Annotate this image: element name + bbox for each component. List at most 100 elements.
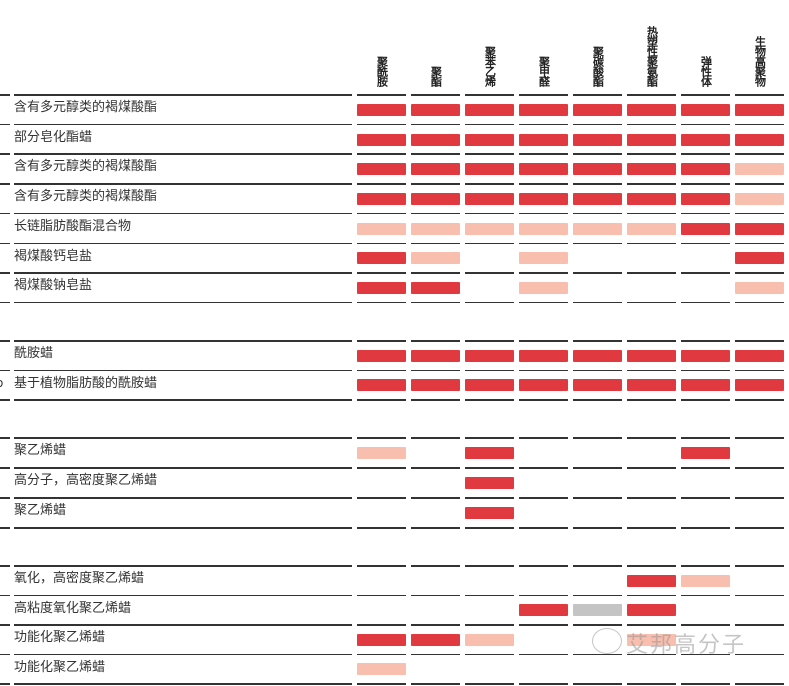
compatibility-bar-low bbox=[465, 222, 514, 235]
compatibility-bar-high bbox=[465, 163, 514, 176]
row-divider bbox=[411, 497, 460, 499]
compatibility-bar-high bbox=[573, 349, 622, 362]
row-divider bbox=[465, 653, 514, 655]
row-divider bbox=[627, 153, 676, 155]
row-divider bbox=[573, 242, 622, 244]
compatibility-bar-high bbox=[519, 604, 568, 617]
compatibility-bar-high bbox=[681, 103, 730, 116]
row-divider bbox=[14, 565, 352, 567]
edge-divider bbox=[0, 301, 10, 304]
row-divider bbox=[627, 123, 676, 126]
row-divider bbox=[627, 242, 676, 244]
edge-divider bbox=[0, 153, 10, 155]
row-divider bbox=[735, 183, 784, 185]
row-divider bbox=[519, 242, 568, 244]
row-divider bbox=[735, 527, 784, 529]
row-divider bbox=[357, 624, 406, 626]
row-divider bbox=[465, 340, 514, 342]
row-divider bbox=[627, 301, 676, 304]
row-divider bbox=[357, 369, 406, 371]
row-divider bbox=[681, 399, 730, 401]
compatibility-bar-low bbox=[519, 252, 568, 265]
row-divider bbox=[627, 369, 676, 371]
edge-divider bbox=[0, 497, 10, 499]
column-header-label: 聚碳酸酯 bbox=[591, 46, 605, 86]
compatibility-bar-high bbox=[357, 633, 406, 646]
row-divider bbox=[681, 683, 730, 685]
column-header: 聚酰胺 bbox=[357, 0, 406, 86]
row-divider bbox=[465, 153, 514, 155]
row-divider bbox=[681, 272, 730, 274]
compatibility-bar-high bbox=[411, 133, 460, 146]
row-divider bbox=[357, 212, 406, 215]
row-divider bbox=[573, 527, 622, 529]
row-divider bbox=[519, 212, 568, 215]
compatibility-bar-high bbox=[519, 163, 568, 176]
row-divider bbox=[627, 683, 676, 685]
compatibility-bar-high bbox=[411, 349, 460, 362]
compatibility-bar-high bbox=[627, 103, 676, 116]
compatibility-bar-low bbox=[357, 222, 406, 235]
row-divider bbox=[411, 94, 460, 96]
row-divider bbox=[14, 624, 352, 626]
row-divider bbox=[681, 565, 730, 567]
row-divider bbox=[735, 653, 784, 655]
row-divider bbox=[573, 123, 622, 126]
row-divider bbox=[357, 272, 406, 274]
row-label: 聚乙烯蜡 bbox=[14, 503, 67, 518]
row-divider bbox=[411, 183, 460, 185]
compatibility-bar-high bbox=[465, 379, 514, 392]
row-divider bbox=[627, 437, 676, 439]
edge-divider bbox=[0, 624, 10, 626]
column-header: 聚甲醛 bbox=[519, 0, 568, 86]
row-divider bbox=[627, 527, 676, 529]
row-divider bbox=[14, 340, 352, 342]
row-divider bbox=[735, 301, 784, 304]
compatibility-bar-high bbox=[681, 133, 730, 146]
compatibility-bar-low bbox=[411, 222, 460, 235]
row-divider bbox=[465, 467, 514, 469]
compatibility-bar-low bbox=[519, 222, 568, 235]
row-divider bbox=[681, 594, 730, 596]
row-divider bbox=[627, 565, 676, 567]
edge-divider bbox=[0, 242, 10, 244]
row-divider bbox=[573, 212, 622, 215]
row-divider bbox=[357, 340, 406, 342]
edge-mark: o bbox=[0, 376, 3, 390]
compatibility-bar-high bbox=[411, 282, 460, 295]
compatibility-bar-high bbox=[519, 379, 568, 392]
compatibility-bar-high bbox=[681, 447, 730, 459]
row-divider bbox=[465, 683, 514, 685]
row-divider bbox=[465, 594, 514, 596]
row-divider bbox=[519, 497, 568, 499]
row-divider bbox=[411, 683, 460, 685]
row-divider bbox=[735, 94, 784, 96]
row-label: 基于植物脂肪酸的酰胺蜡 bbox=[14, 375, 158, 391]
row-divider bbox=[14, 467, 352, 469]
compatibility-bar-high bbox=[411, 192, 460, 205]
wechat-icon bbox=[592, 628, 622, 654]
row-divider bbox=[735, 565, 784, 567]
row-divider bbox=[14, 497, 352, 499]
row-divider bbox=[627, 594, 676, 596]
compatibility-bar-low bbox=[357, 447, 406, 459]
row-divider bbox=[627, 624, 676, 626]
compatibility-bar-low bbox=[735, 192, 784, 205]
compatibility-bar-low bbox=[681, 574, 730, 587]
compatibility-bar-high bbox=[465, 477, 514, 489]
compatibility-bar-high bbox=[357, 379, 406, 392]
row-divider bbox=[465, 94, 514, 96]
row-divider bbox=[465, 212, 514, 215]
edge-divider bbox=[0, 437, 10, 439]
compatibility-bar-high bbox=[357, 163, 406, 176]
compatibility-bar-high bbox=[735, 103, 784, 116]
edge-divider bbox=[0, 683, 10, 685]
row-divider bbox=[14, 653, 352, 655]
compatibility-bar-neutral bbox=[573, 604, 622, 617]
row-divider bbox=[411, 467, 460, 469]
row-divider bbox=[465, 123, 514, 126]
row-divider bbox=[411, 153, 460, 155]
row-label: 高粘度氧化聚乙烯蜡 bbox=[14, 600, 132, 616]
row-divider bbox=[735, 153, 784, 155]
compatibility-bar-high bbox=[735, 222, 784, 235]
